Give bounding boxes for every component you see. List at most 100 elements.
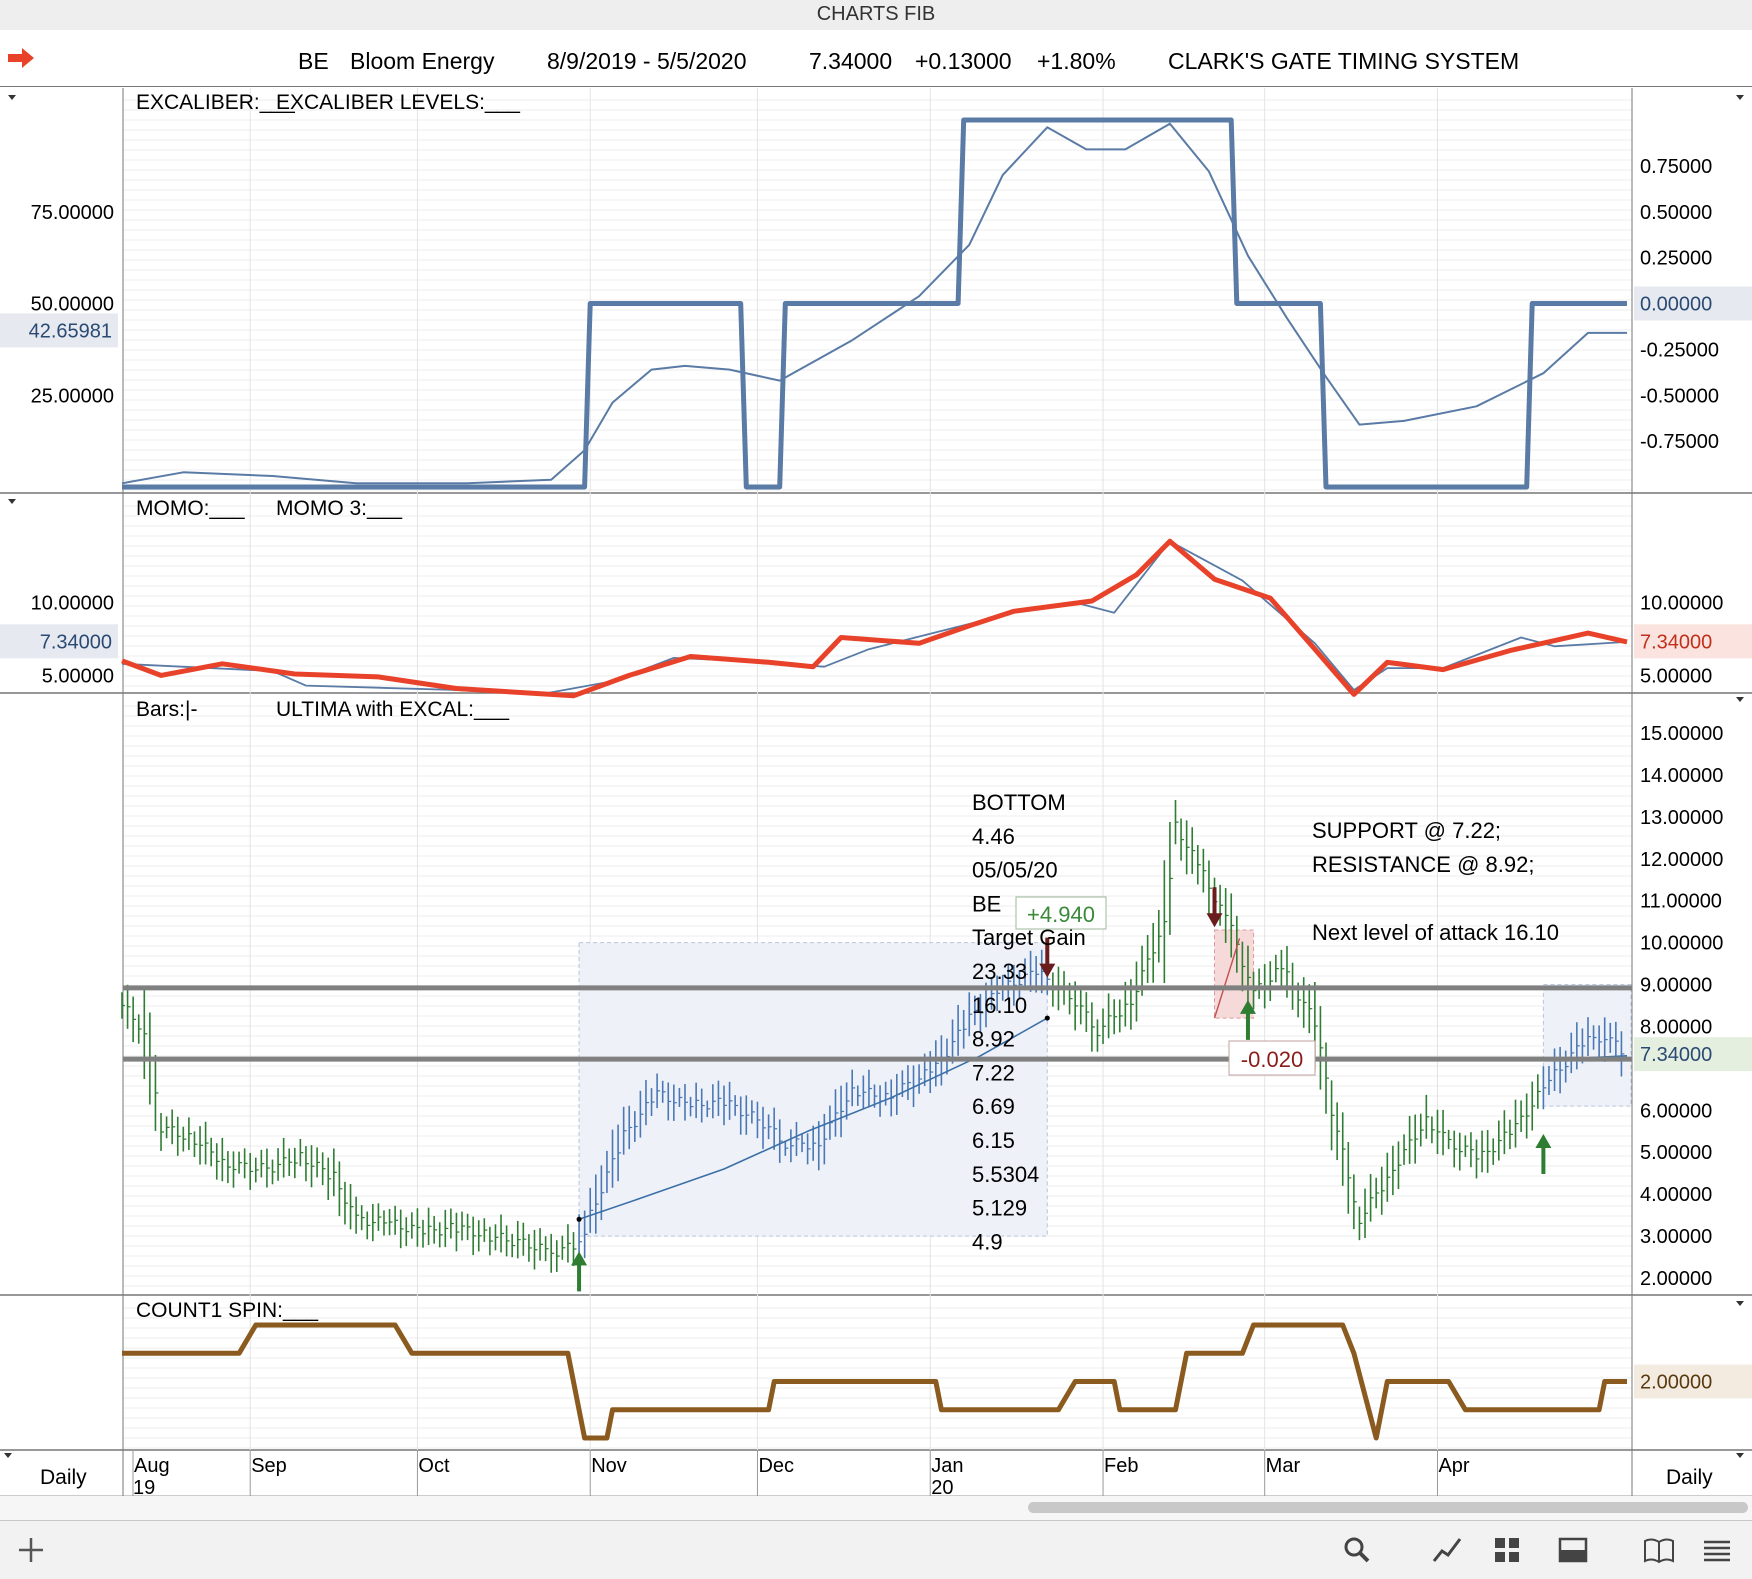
right-axis-tick-label: 15.00000 bbox=[1640, 723, 1723, 745]
right-axis-tick-label: 14.00000 bbox=[1640, 765, 1723, 787]
company-name: Bloom Energy bbox=[350, 48, 495, 74]
annotation-line: BOTTOM bbox=[972, 790, 1066, 815]
left-axis-tick-label: 75.00000 bbox=[31, 202, 114, 224]
right-axis-tick-label: 8.00000 bbox=[1640, 1016, 1712, 1038]
bottom-toolbar bbox=[0, 1520, 1752, 1579]
right-axis-tick-label: 0.75000 bbox=[1640, 156, 1712, 178]
date-range: 8/9/2019 - 5/5/2020 bbox=[547, 48, 747, 74]
annotation-line: 5.129 bbox=[972, 1196, 1027, 1221]
x-tick-label: Apr bbox=[1438, 1455, 1469, 1477]
annotation-line: 8.92 bbox=[972, 1027, 1015, 1052]
right-axis-tick-label: 4.00000 bbox=[1640, 1184, 1712, 1206]
right-axis-tick-label: -0.75000 bbox=[1640, 431, 1719, 453]
collapse-triangle-icon[interactable] bbox=[1736, 697, 1744, 702]
annotation-line: 23.33 bbox=[972, 959, 1027, 984]
layout-icon[interactable] bbox=[1556, 1533, 1590, 1567]
book-icon[interactable] bbox=[1642, 1533, 1676, 1567]
momo-left-current-value-box bbox=[0, 624, 118, 659]
red-arrow-icon[interactable] bbox=[6, 46, 36, 70]
legend-item: Bars:|- bbox=[136, 698, 197, 721]
annotation-line: 5.5304 bbox=[972, 1162, 1039, 1187]
excaliber-levels-current-value: 0.00000 bbox=[1640, 294, 1712, 316]
excaliber-line bbox=[121, 122, 1627, 485]
gain-label: +4.940 bbox=[1027, 902, 1095, 927]
left-axis-tick-label: 10.00000 bbox=[31, 593, 114, 615]
loss-label-box bbox=[1228, 1040, 1316, 1076]
excaliber-levels-line bbox=[122, 117, 1627, 490]
plus-icon[interactable] bbox=[14, 1533, 48, 1567]
price-change-pct: +1.80% bbox=[1037, 48, 1116, 74]
sell-arrow-icon bbox=[1206, 887, 1223, 928]
ultima-start-dot bbox=[576, 1216, 582, 1222]
legend-item: EXCALIBER:___ bbox=[136, 91, 295, 114]
price-current-value: 7.34000 bbox=[1640, 1044, 1712, 1066]
x-tick-label: Oct bbox=[418, 1455, 450, 1477]
momo-line bbox=[121, 538, 1628, 699]
left-axis-tick-label: 5.00000 bbox=[42, 665, 114, 687]
legend-item: COUNT1 SPIN:___ bbox=[136, 1299, 318, 1322]
panel-count1-bg bbox=[123, 1296, 1632, 1450]
grid-icon[interactable] bbox=[1490, 1533, 1524, 1567]
x-tick-label: Aug bbox=[134, 1455, 170, 1477]
legend-item: EXCALIBER LEVELS:___ bbox=[276, 91, 520, 114]
collapse-triangle-icon[interactable] bbox=[8, 95, 16, 100]
right-axis-tick-label: 9.00000 bbox=[1640, 975, 1712, 997]
annotation-line: 4.9 bbox=[972, 1229, 1003, 1254]
excaliber-levels-current-value-box bbox=[1634, 286, 1752, 321]
annotation-line: BE bbox=[972, 891, 1001, 916]
gain-label-box bbox=[1015, 896, 1107, 930]
search-icon[interactable] bbox=[1340, 1533, 1374, 1567]
collapse-triangle-icon[interactable] bbox=[1736, 95, 1744, 100]
symbol-info-bar: BE Bloom Energy 8/9/2019 - 5/5/2020 7.34… bbox=[0, 30, 1752, 87]
right-axis-tick-label: 12.00000 bbox=[1640, 849, 1723, 871]
line-chart-icon[interactable] bbox=[1430, 1533, 1464, 1567]
count1-current-value-box bbox=[1634, 1364, 1752, 1399]
left-axis-tick-label: 25.00000 bbox=[31, 385, 114, 407]
period-right: Daily bbox=[1666, 1466, 1713, 1489]
support-note: SUPPORT @ 7.22; bbox=[1312, 818, 1501, 843]
annotation-line: 05/05/20 bbox=[972, 858, 1058, 883]
collapse-triangle-icon[interactable] bbox=[4, 1453, 12, 1458]
price-change: +0.13000 bbox=[915, 48, 1012, 74]
excaliber-current-value-box bbox=[0, 313, 118, 348]
legend-item: ULTIMA with EXCAL:___ bbox=[276, 698, 509, 721]
right-axis-tick-label: -0.50000 bbox=[1640, 385, 1719, 407]
right-axis-tick-label: 0.25000 bbox=[1640, 248, 1712, 270]
right-axis-tick-label: 13.00000 bbox=[1640, 807, 1723, 829]
price-current-value-box bbox=[1634, 1037, 1752, 1072]
ultima-end-dot bbox=[1044, 1015, 1050, 1021]
momo-right-current-value-box bbox=[1634, 624, 1752, 659]
period-left: Daily bbox=[40, 1466, 87, 1489]
short-trade-line bbox=[1213, 938, 1241, 1019]
x-tick-label: Jan bbox=[931, 1455, 963, 1477]
momo-right-current-value: 7.34000 bbox=[1640, 631, 1712, 653]
annotation-line: 4.46 bbox=[972, 824, 1015, 849]
annotation-line: 6.15 bbox=[972, 1128, 1015, 1153]
collapse-triangle-icon[interactable] bbox=[1736, 1301, 1744, 1306]
collapse-triangle-icon[interactable] bbox=[1736, 1453, 1744, 1458]
annotation-line: 7.22 bbox=[972, 1060, 1015, 1085]
excaliber-current-value: 42.65981 bbox=[29, 320, 112, 342]
count1-spin-line bbox=[122, 1322, 1627, 1441]
collapse-triangle-icon[interactable] bbox=[8, 499, 16, 504]
last-price: 7.34000 bbox=[809, 48, 893, 74]
x-tick-label: Sep bbox=[251, 1455, 287, 1477]
right-axis-tick-label: -0.25000 bbox=[1640, 339, 1719, 361]
x-tick-label: Nov bbox=[591, 1455, 627, 1477]
panel-momo-bg bbox=[123, 494, 1632, 693]
x-year-label: 19 bbox=[133, 1477, 155, 1499]
system-name: CLARK'S GATE TIMING SYSTEM bbox=[1168, 48, 1520, 74]
legend-item: MOMO:___ bbox=[136, 497, 245, 520]
legend-item: MOMO 3:___ bbox=[276, 497, 402, 520]
buy-arrow-icon bbox=[1535, 1134, 1552, 1175]
x-tick-label: Dec bbox=[758, 1455, 794, 1477]
momo-left-current-value: 7.34000 bbox=[40, 631, 112, 653]
resistance-note: RESISTANCE @ 8.92; bbox=[1312, 852, 1534, 877]
next-level-note: Next level of attack 16.10 bbox=[1312, 920, 1559, 945]
right-axis-tick-label: 0.50000 bbox=[1640, 202, 1712, 224]
menu-icon[interactable] bbox=[1700, 1533, 1734, 1567]
scrollbar-thumb[interactable] bbox=[1028, 1502, 1748, 1513]
right-axis-tick-label: 11.00000 bbox=[1640, 891, 1722, 913]
x-tick-label: Feb bbox=[1104, 1455, 1138, 1477]
